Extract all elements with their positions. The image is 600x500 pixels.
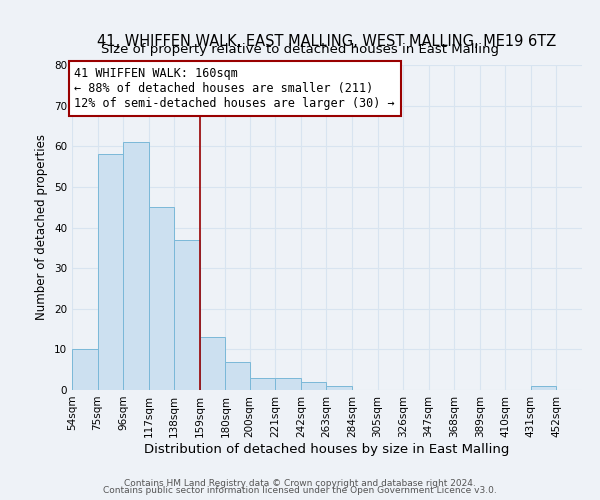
Text: 41 WHIFFEN WALK: 160sqm
← 88% of detached houses are smaller (211)
12% of semi-d: 41 WHIFFEN WALK: 160sqm ← 88% of detache… — [74, 67, 395, 110]
Y-axis label: Number of detached properties: Number of detached properties — [35, 134, 49, 320]
Bar — [98, 154, 123, 390]
Text: Contains HM Land Registry data © Crown copyright and database right 2024.: Contains HM Land Registry data © Crown c… — [124, 478, 476, 488]
Bar — [326, 386, 352, 390]
Bar — [250, 378, 275, 390]
Title: 41, WHIFFEN WALK, EAST MALLING, WEST MALLING, ME19 6TZ: 41, WHIFFEN WALK, EAST MALLING, WEST MAL… — [97, 34, 557, 48]
Bar — [226, 362, 250, 390]
Bar — [72, 350, 98, 390]
Bar — [174, 240, 200, 390]
Bar — [301, 382, 326, 390]
Bar — [531, 386, 556, 390]
X-axis label: Distribution of detached houses by size in East Malling: Distribution of detached houses by size … — [145, 442, 509, 456]
Text: Contains public sector information licensed under the Open Government Licence v3: Contains public sector information licen… — [103, 486, 497, 495]
Text: Size of property relative to detached houses in East Malling: Size of property relative to detached ho… — [101, 42, 499, 56]
Bar — [149, 207, 174, 390]
Bar — [123, 142, 149, 390]
Bar — [275, 378, 301, 390]
Bar — [200, 337, 226, 390]
